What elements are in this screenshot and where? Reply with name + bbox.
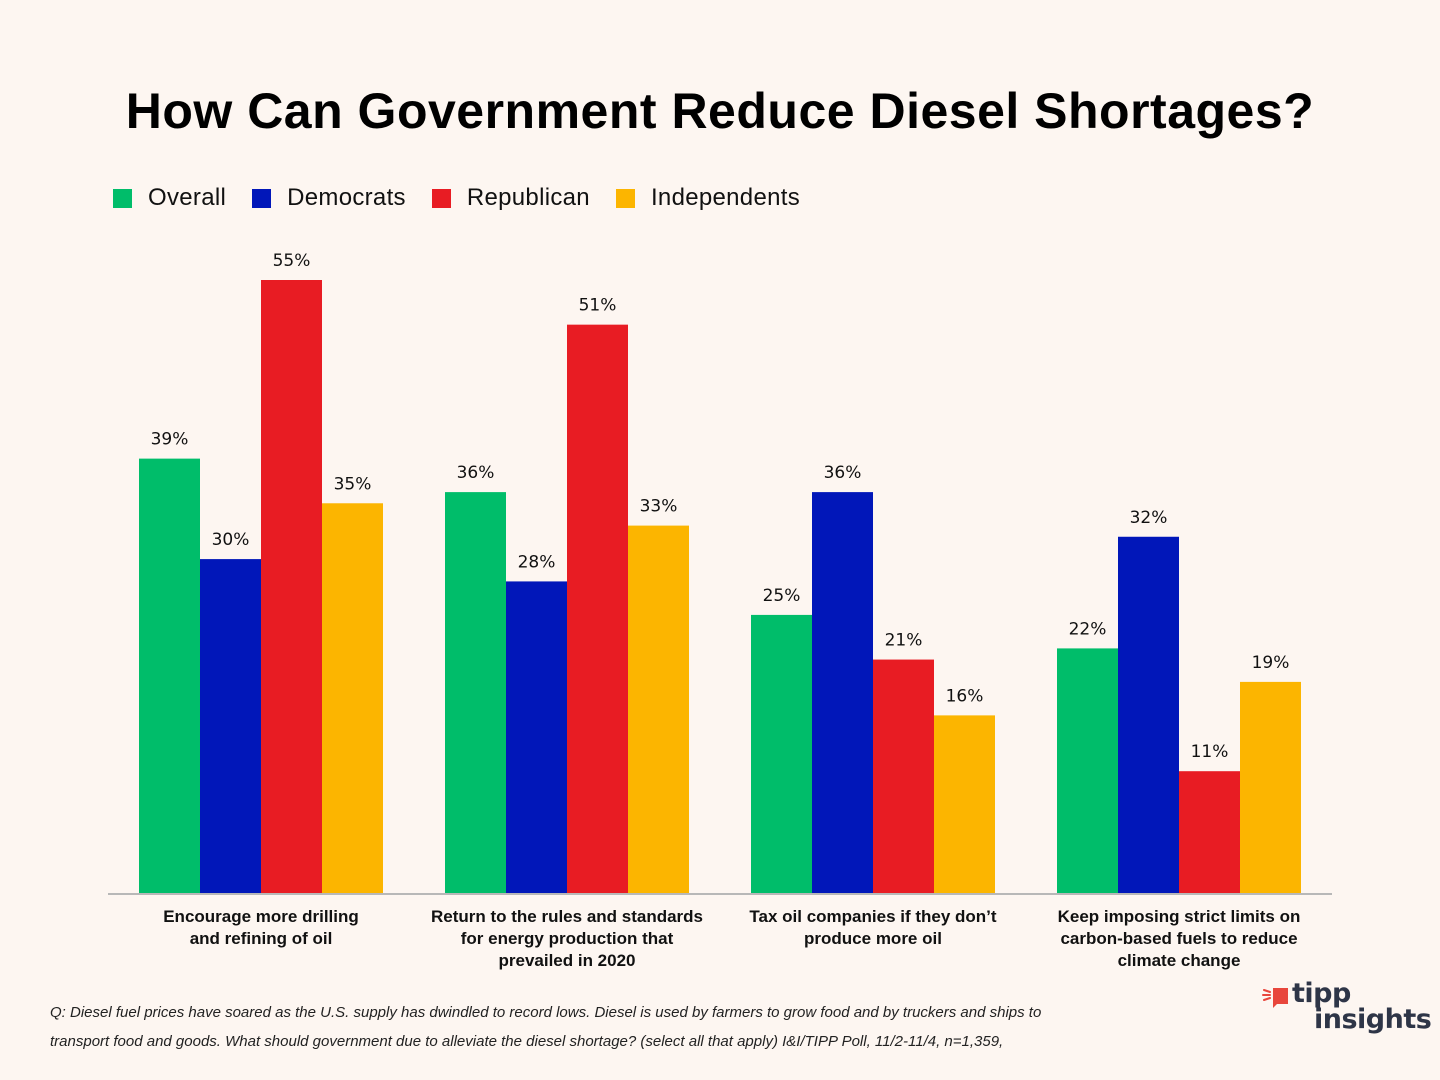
legend-swatch-republican [431, 188, 451, 208]
value-label-republican-2: 51% [579, 296, 617, 316]
value-label-independents-4: 19% [1252, 653, 1290, 673]
footnote-line-1: Q: Diesel fuel prices have soared as the… [50, 1004, 1042, 1021]
bar-independents-1 [322, 503, 383, 894]
category-label-line: for energy production that [460, 929, 674, 948]
value-label-democrats-2: 28% [518, 552, 556, 572]
legend-label: Independents [650, 184, 801, 211]
category-label: Return to the rules and standards for ene… [417, 906, 717, 972]
bar-republican-1 [261, 280, 322, 894]
value-label-independents-1: 35% [334, 474, 372, 494]
category-label-line: and refining of oil [189, 929, 333, 948]
value-label-overall-2: 36% [457, 463, 495, 483]
value-label-republican-4: 11% [1191, 742, 1229, 762]
category-label: Tax oil companies if they don’t produce m… [723, 906, 1023, 950]
category-label-line: prevailed in 2020 [498, 951, 636, 970]
legend-swatch-independents [615, 188, 635, 208]
tipp-insights-logo: tipp insights [1262, 978, 1437, 1042]
category-label-line: Keep imposing strict limits on [1057, 907, 1301, 926]
value-labels-layer: 39% 30% 55% 35% 36% 28% 51% 33% 25% 36% 21% 16% 22% 3… [151, 251, 1290, 762]
value-label-democrats-3: 36% [824, 463, 862, 483]
legend-item-republican: Republican [431, 184, 590, 212]
bar-independents-3 [934, 715, 995, 894]
bar-overall-4 [1057, 648, 1118, 894]
bar-democrats-3 [812, 492, 873, 894]
bar-overall-1 [139, 458, 200, 894]
bar-democrats-4 [1118, 536, 1179, 894]
chart-title: How Can Government Reduce Diesel Shortag… [125, 83, 1315, 139]
value-label-republican-3: 21% [885, 631, 923, 651]
value-label-democrats-1: 30% [212, 530, 250, 550]
value-label-overall-4: 22% [1069, 619, 1107, 639]
legend: Overall Democrats Republican Independent… [113, 183, 826, 213]
bar-overall-3 [751, 614, 812, 894]
logo-text-insights: insights [1314, 1004, 1432, 1035]
value-label-independents-2: 33% [640, 497, 678, 517]
logo-text-tipp: tipp [1292, 978, 1351, 1009]
category-label-line: Return to the rules and standards [430, 907, 704, 926]
bar-democrats-2 [506, 581, 567, 894]
footnote: Q: Diesel fuel prices have soared as the… [50, 998, 1240, 1056]
value-label-overall-3: 25% [763, 586, 801, 606]
legend-item-independents: Independents [615, 184, 801, 212]
legend-label: Overall [148, 184, 227, 211]
legend-label: Republican [466, 184, 590, 211]
bars-layer [139, 280, 1301, 894]
bar-independents-4 [1240, 681, 1301, 894]
footnote-line-2: transport food and goods. What should go… [50, 1033, 1004, 1050]
category-label: Keep imposing strict limits on carbon-bas… [1029, 906, 1329, 972]
value-label-republican-1: 55% [273, 251, 311, 271]
legend-item-democrats: Democrats [252, 184, 406, 212]
bar-republican-3 [873, 659, 934, 894]
category-label-line: climate change [1117, 951, 1241, 970]
legend-item-overall: Overall [113, 184, 226, 212]
legend-swatch-overall [113, 188, 132, 208]
logo-megaphone-icon [1262, 988, 1288, 1008]
category-label-line: carbon-based fuels to reduce [1060, 929, 1298, 948]
value-label-democrats-4: 32% [1130, 508, 1168, 528]
category-label-line: Encourage more drilling [163, 907, 359, 926]
value-label-independents-3: 16% [946, 686, 984, 706]
bar-democrats-1 [200, 559, 261, 894]
bar-republican-4 [1179, 771, 1240, 894]
bar-republican-2 [567, 324, 628, 894]
bar-overall-2 [445, 492, 506, 894]
legend-swatch-democrats [252, 188, 272, 208]
legend-label: Democrats [287, 184, 406, 211]
category-label-line: produce more oil [804, 929, 942, 948]
category-label: Encourage more drilling and refining of o… [111, 906, 411, 950]
value-label-overall-1: 39% [151, 430, 189, 450]
category-label-line: Tax oil companies if they don’t [749, 907, 997, 926]
bar-independents-2 [628, 525, 689, 894]
